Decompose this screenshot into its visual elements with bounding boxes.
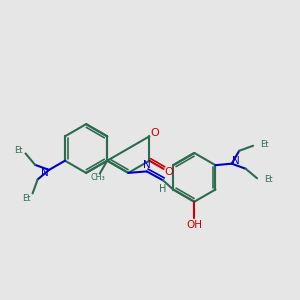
Text: Et: Et [22,194,31,203]
Text: O: O [151,128,160,138]
Text: O: O [165,167,174,177]
Text: N: N [143,160,151,170]
Text: H: H [159,184,167,194]
Text: CH₃: CH₃ [90,173,105,182]
Text: OH: OH [186,220,202,230]
Text: Et: Et [260,140,268,149]
Text: N: N [40,168,48,178]
Text: Et: Et [14,146,23,155]
Text: N: N [232,156,240,166]
Text: Et: Et [264,175,272,184]
